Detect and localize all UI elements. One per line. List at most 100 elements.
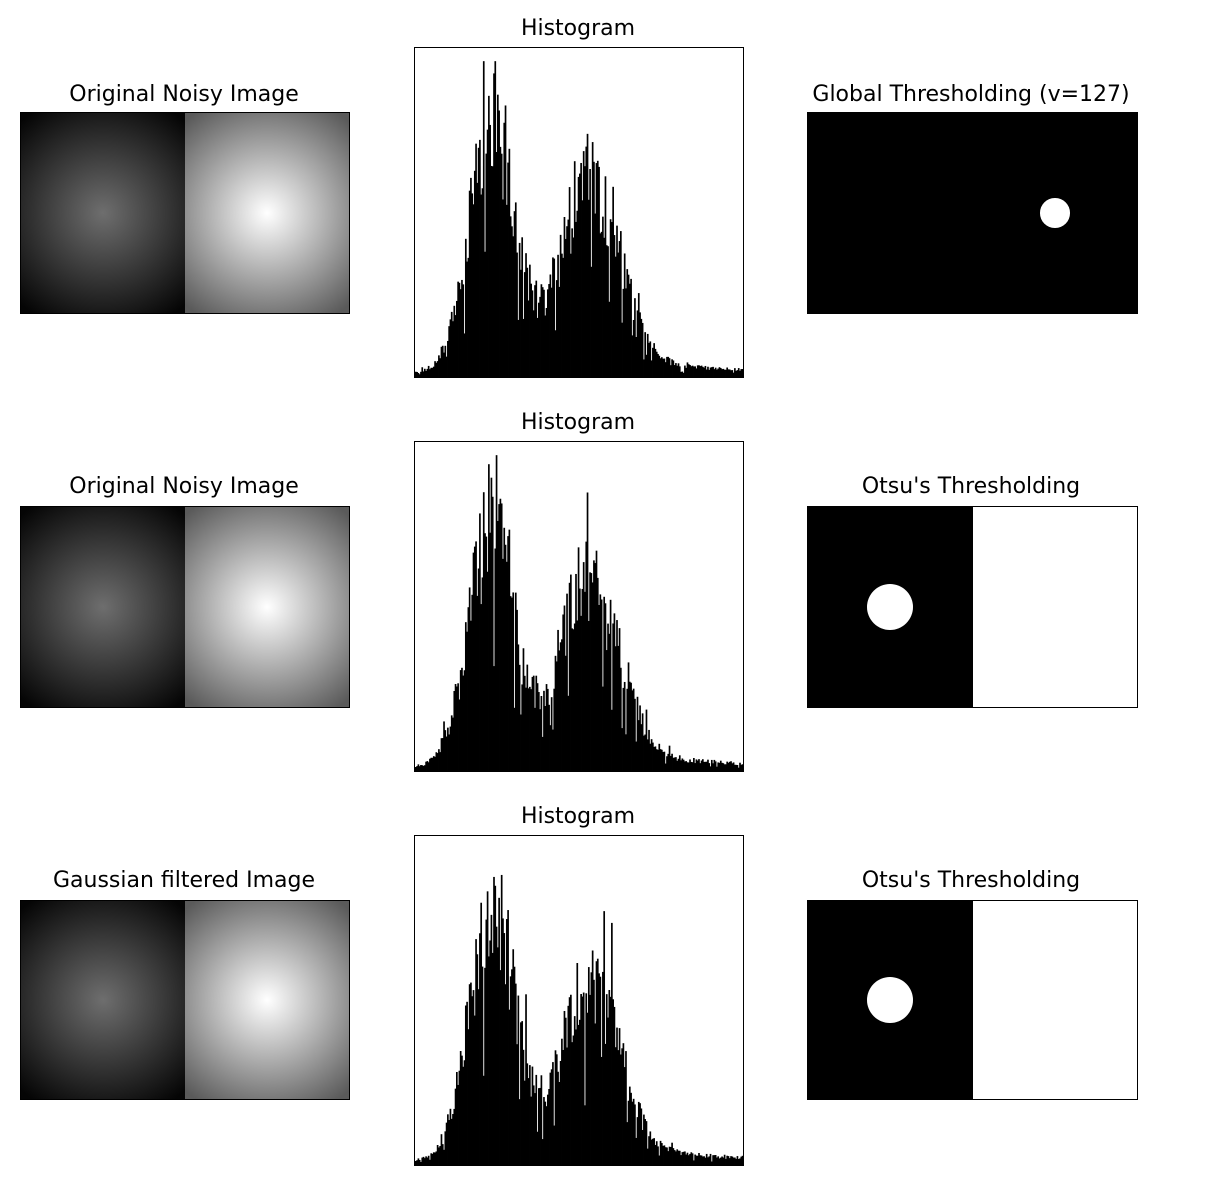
histogram-bar [623, 681, 626, 771]
histogram-bar [589, 168, 591, 377]
histogram-bar [475, 939, 477, 1165]
histogram-bar [568, 187, 571, 377]
histogram-bar [563, 217, 566, 377]
histogram-bar [636, 696, 639, 771]
histogram-bar [518, 242, 521, 377]
histogram-bar [626, 269, 629, 377]
histogram-bar [727, 1156, 730, 1165]
histogram-bar [707, 366, 709, 377]
histogram-bar [652, 1138, 654, 1165]
histogram-bar [689, 1153, 691, 1165]
histogram-bar [439, 358, 442, 377]
histogram-bar [655, 749, 658, 771]
histogram-bar [514, 202, 517, 377]
histogram-bar [672, 1148, 675, 1165]
histogram-bar [605, 650, 608, 771]
histogram-bar [495, 926, 498, 1165]
histogram-bar [599, 233, 602, 377]
histogram-bar [459, 670, 462, 771]
histogram-bar [654, 348, 657, 377]
histogram-bar [735, 370, 737, 377]
histogram-bar [727, 369, 730, 377]
histogram-bar [479, 139, 481, 377]
histogram-bar [652, 742, 654, 771]
histogram-bar [571, 628, 573, 771]
histogram-bar [705, 761, 708, 771]
histogram-bar [445, 1122, 448, 1165]
histogram-1 [414, 47, 744, 378]
histogram-bar [570, 574, 572, 771]
histogram-bar [503, 933, 506, 1165]
histogram-bar [532, 675, 535, 771]
histogram-bar [687, 1155, 690, 1165]
histogram-bar [635, 741, 638, 771]
histogram-bar [507, 536, 509, 771]
histogram-bar [663, 1145, 666, 1165]
histogram-bar [557, 629, 559, 771]
histogram-bar [532, 1085, 535, 1165]
histogram-bar [554, 1050, 557, 1165]
histogram-bar [477, 989, 480, 1165]
histogram-bar [693, 366, 695, 377]
histogram-bar [458, 699, 461, 771]
histogram-bar [454, 1088, 457, 1165]
histogram-bar [539, 709, 541, 771]
histogram-bar [493, 666, 495, 771]
histogram-bar [513, 966, 516, 1165]
histogram-bar [631, 690, 634, 771]
histogram-bar [703, 367, 705, 377]
histogram-bar [650, 360, 653, 377]
histogram-bar [698, 1152, 700, 1165]
histogram-bar [602, 971, 604, 1165]
histogram-bar [585, 146, 588, 377]
histogram-bar [503, 122, 506, 377]
histogram-bar [721, 762, 723, 771]
histogram-bar [527, 688, 530, 771]
histogram-bar [445, 356, 448, 377]
histogram-bar [703, 761, 705, 771]
histogram-bar [541, 736, 544, 771]
histogram-bar [456, 686, 458, 771]
histogram-bar [470, 620, 472, 771]
histogram-bar [554, 330, 557, 377]
histogram-bar [659, 749, 662, 771]
histogram-bar [448, 1120, 450, 1165]
histogram-bar [425, 761, 427, 771]
histogram-bar [462, 1066, 465, 1165]
histogram-bar [687, 364, 690, 377]
histogram-bar [558, 1082, 561, 1165]
histogram-bar [486, 891, 489, 1165]
histogram-bar [734, 1157, 736, 1165]
histogram-bar [726, 1155, 729, 1165]
histogram-bar [617, 252, 620, 377]
histogram-bar [525, 994, 527, 1165]
histogram-bar [513, 211, 516, 377]
histogram-bar [415, 1160, 417, 1165]
image-otsu-2 [807, 900, 1138, 1100]
histogram-bar [482, 492, 485, 771]
histogram-bar [662, 1145, 664, 1165]
histogram-bar [520, 1022, 522, 1165]
histogram-bar [579, 173, 581, 377]
histogram-bar [608, 301, 611, 377]
histogram-bar [628, 1086, 631, 1165]
histogram-bar [669, 1146, 672, 1165]
histogram-bar [526, 267, 529, 377]
histogram-bar [438, 749, 440, 771]
histogram-bar [500, 503, 503, 771]
histogram-bar [677, 363, 680, 377]
histogram-bar [612, 623, 614, 771]
histogram-bar [668, 358, 671, 377]
histogram-bar [653, 1138, 655, 1165]
histogram-bar [604, 176, 607, 377]
histogram-bar [579, 588, 581, 771]
histogram-bar [626, 688, 629, 771]
histogram-bar [462, 284, 465, 377]
histogram-bar [514, 592, 517, 771]
histogram-bar [525, 687, 527, 771]
histogram-bar [473, 170, 476, 377]
histogram-bar [612, 186, 614, 377]
histogram-bar [480, 194, 483, 377]
histogram-bar [575, 221, 577, 377]
histogram-bar [728, 761, 731, 771]
